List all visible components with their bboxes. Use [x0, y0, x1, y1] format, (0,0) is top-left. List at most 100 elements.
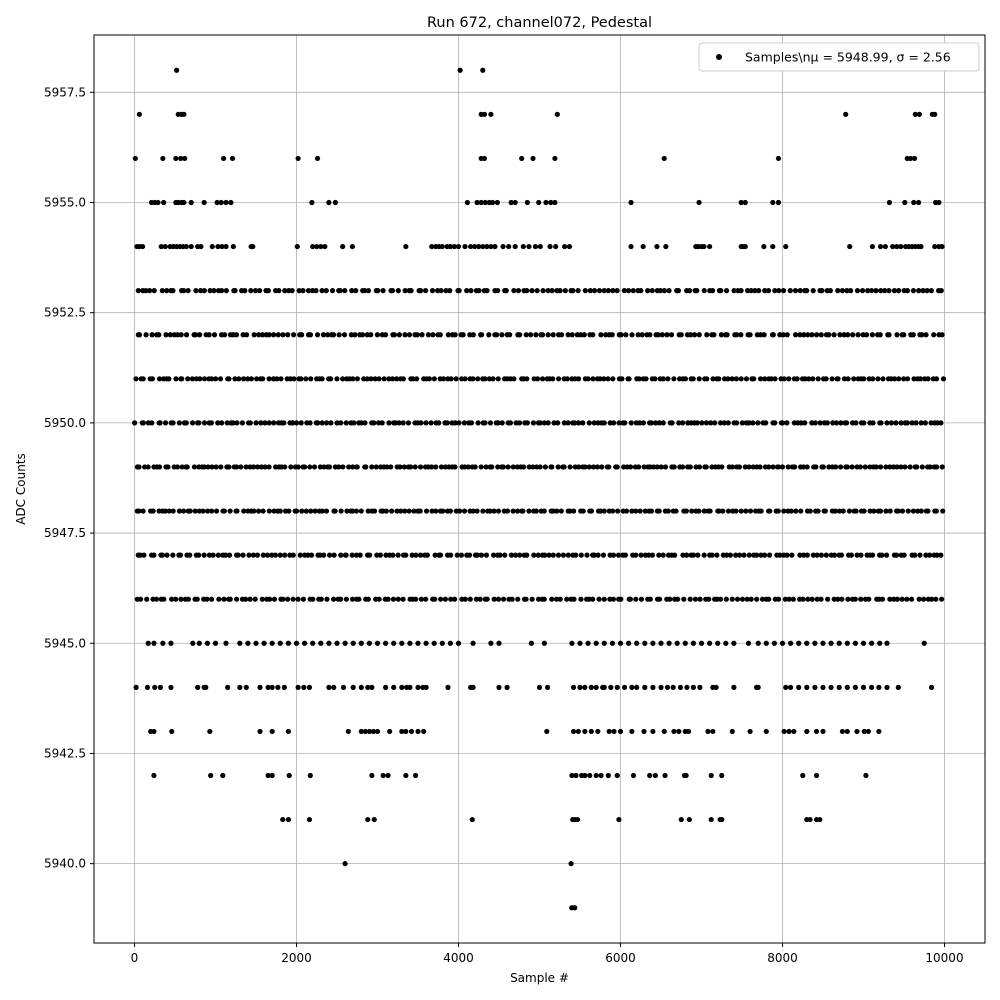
data-point [526, 464, 532, 470]
data-point [814, 596, 820, 602]
data-point [660, 552, 666, 558]
data-point [415, 728, 421, 735]
data-point [350, 464, 356, 470]
data-point [756, 288, 762, 294]
data-point [212, 640, 219, 646]
data-point [642, 508, 648, 514]
data-point [633, 596, 639, 602]
data-point [822, 508, 828, 514]
data-point [365, 816, 371, 823]
data-point [692, 596, 699, 602]
data-point [481, 111, 488, 117]
data-point [715, 640, 721, 646]
data-point [308, 376, 314, 382]
data-point [308, 508, 314, 514]
data-point [271, 596, 278, 602]
data-point [272, 552, 278, 558]
data-point [271, 420, 277, 426]
plot-frame [93, 34, 986, 944]
data-point [484, 288, 490, 294]
data-point [230, 420, 236, 426]
data-point [136, 508, 142, 514]
data-point [884, 420, 890, 426]
data-point [704, 376, 710, 382]
data-point [254, 464, 261, 470]
x-axis-label: Sample # [510, 971, 569, 985]
data-point [483, 552, 489, 558]
data-point [396, 332, 402, 338]
data-point [932, 243, 938, 250]
data-point [841, 332, 847, 338]
data-point [766, 596, 772, 602]
data-point [223, 199, 229, 206]
data-point [656, 596, 663, 602]
data-point [187, 508, 193, 514]
data-point [734, 332, 740, 338]
data-point [223, 288, 229, 294]
data-point [707, 508, 713, 514]
data-point [582, 288, 588, 294]
data-point [882, 243, 888, 250]
data-point [781, 508, 787, 514]
data-point [918, 508, 924, 514]
data-point [353, 552, 360, 558]
data-point [656, 508, 662, 514]
data-point [887, 508, 893, 514]
data-point [386, 376, 392, 382]
data-point [429, 243, 435, 250]
data-point [590, 596, 596, 602]
data-point [251, 332, 257, 338]
data-point [610, 376, 616, 382]
data-point [839, 728, 846, 735]
data-point [698, 640, 705, 646]
data-point [791, 728, 797, 735]
data-point [267, 596, 273, 602]
data-point [286, 772, 292, 779]
data-point [190, 640, 196, 646]
data-point [398, 508, 404, 514]
data-point [878, 288, 884, 294]
data-point [469, 816, 475, 823]
data-point [338, 596, 344, 602]
data-point [447, 243, 453, 250]
data-point [804, 728, 810, 735]
data-point [200, 508, 206, 514]
data-point [530, 420, 537, 426]
data-point [614, 464, 620, 470]
data-point [497, 552, 503, 558]
data-point [423, 420, 429, 426]
data-point [696, 332, 702, 338]
data-point [784, 420, 790, 426]
data-point [800, 464, 807, 470]
data-point [181, 288, 187, 294]
data-point [628, 243, 634, 250]
data-point [759, 596, 766, 602]
data-point [755, 640, 761, 646]
data-point [707, 640, 713, 646]
data-point [481, 155, 488, 162]
data-point [588, 508, 595, 514]
y-tick-label: 5947.5 [44, 526, 86, 540]
data-point [901, 552, 907, 558]
data-point [870, 420, 876, 426]
data-point [375, 288, 381, 294]
data-point [654, 464, 660, 470]
data-point [362, 420, 368, 426]
data-point [183, 420, 189, 426]
data-point [228, 199, 234, 206]
data-point [338, 420, 344, 426]
data-point [428, 464, 435, 470]
data-point [448, 552, 454, 558]
data-point [564, 596, 570, 602]
data-point [218, 199, 224, 206]
data-point [145, 640, 151, 646]
data-point [366, 728, 372, 735]
data-point [545, 684, 551, 690]
data-point [757, 376, 764, 382]
data-point [556, 376, 562, 382]
data-point [850, 332, 856, 338]
data-point [650, 728, 656, 735]
data-point [671, 464, 677, 470]
data-point [809, 332, 815, 338]
data-point [533, 508, 539, 514]
